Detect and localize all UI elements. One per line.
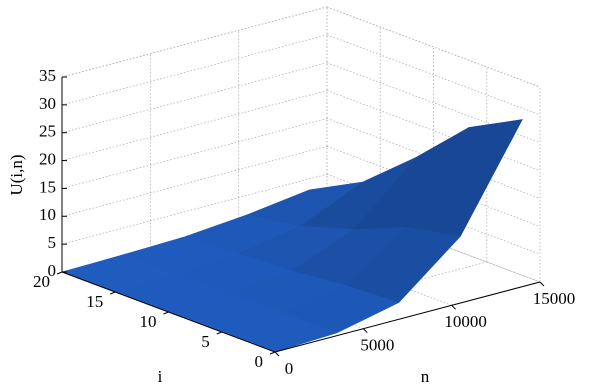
box-edge bbox=[61, 6, 328, 78]
y-axis-label: i bbox=[158, 367, 163, 386]
z-tick-label: 20 bbox=[39, 149, 56, 168]
z-axis-label: U(i,n) bbox=[7, 154, 26, 195]
x-tick-label: 15000 bbox=[533, 289, 576, 308]
x-tick bbox=[362, 328, 368, 334]
z-tick-label: 5 bbox=[48, 233, 57, 252]
x-tick bbox=[451, 304, 457, 310]
grid-line bbox=[326, 173, 541, 255]
box-edge bbox=[326, 6, 541, 88]
y-tick bbox=[269, 351, 276, 355]
z-tick-label: 30 bbox=[39, 94, 56, 113]
z-tick-label: 35 bbox=[39, 66, 56, 85]
y-tick-label: 0 bbox=[255, 352, 264, 371]
grid-line bbox=[61, 173, 328, 245]
grid-line bbox=[61, 118, 328, 189]
x-axis-label: n bbox=[421, 367, 430, 386]
x-tick-label: 0 bbox=[285, 359, 294, 378]
grid-line bbox=[61, 145, 328, 217]
z-tick-label: 10 bbox=[39, 205, 56, 224]
x-tick-label: 5000 bbox=[360, 336, 394, 355]
x-tick-label: 10000 bbox=[444, 312, 487, 331]
y-tick-label: 10 bbox=[140, 312, 157, 331]
z-tick-label: 0 bbox=[48, 261, 57, 280]
y-tick-label: 5 bbox=[201, 332, 210, 351]
grid-line bbox=[61, 34, 328, 106]
y-tick bbox=[56, 271, 63, 275]
grid-line bbox=[326, 145, 541, 227]
y-tick bbox=[110, 291, 116, 295]
grid-line bbox=[61, 90, 328, 161]
y-tick-label: 20 bbox=[33, 272, 50, 291]
x-axis bbox=[274, 281, 541, 353]
grid-line bbox=[326, 34, 541, 116]
y-tick-label: 15 bbox=[86, 292, 103, 311]
z-tick-label: 15 bbox=[39, 177, 56, 196]
z-tick-label: 25 bbox=[39, 122, 56, 141]
x-tick bbox=[539, 281, 545, 287]
grid-line bbox=[326, 201, 541, 283]
x-tick bbox=[274, 351, 280, 357]
y-tick bbox=[216, 331, 222, 335]
grid-line bbox=[61, 62, 328, 134]
grid-line bbox=[326, 90, 541, 171]
grid-line bbox=[326, 118, 541, 199]
y-tick bbox=[163, 311, 169, 315]
